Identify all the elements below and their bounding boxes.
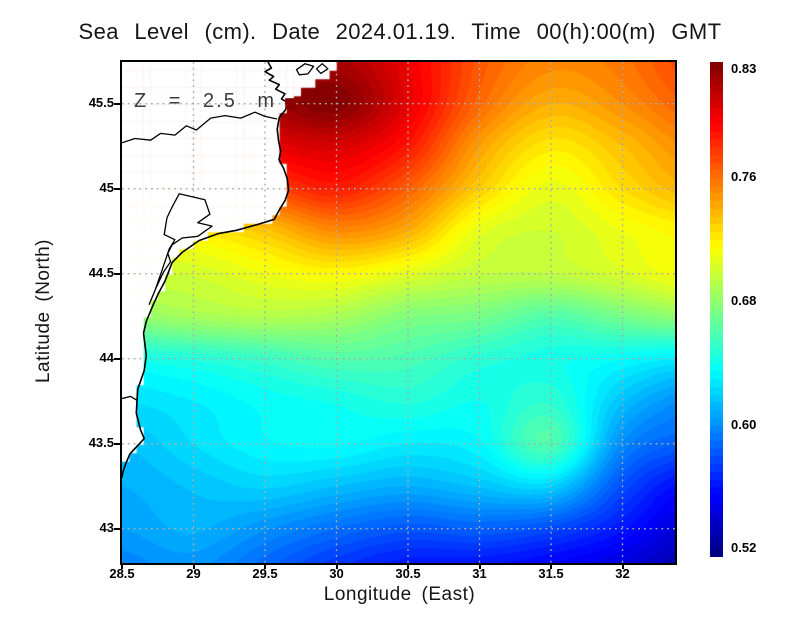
x-tick-label: 32 [615, 566, 630, 581]
colorbar [710, 62, 723, 557]
sea-level-heatmap-canvas [122, 62, 675, 563]
x-tick-mark [407, 565, 409, 569]
y-tick-label: 45.5 [88, 94, 114, 110]
colorbar-tick-label: 0.52 [731, 540, 757, 556]
x-tick-mark [478, 565, 481, 569]
x-tick-label: 29 [186, 566, 201, 581]
inland-water-line [122, 111, 278, 144]
y-tick-label: 43.5 [88, 434, 114, 450]
depth-annotation: Z = 2.5 m [134, 90, 277, 112]
x-tick-mark [335, 565, 338, 569]
y-axis-label: Latitude (North) [33, 238, 54, 384]
y-tick-label: 44 [99, 349, 114, 365]
x-tick-mark [550, 565, 552, 569]
figure-title: Sea Level (cm). Date 2024.01.19. Time 00… [78, 19, 722, 44]
map-overlay-svg [122, 62, 675, 563]
x-tick-label: 28.5 [109, 566, 135, 581]
x-tick-label: 31 [472, 566, 487, 581]
y-tick-mark [114, 272, 120, 275]
colorbar-tick-label: 0.76 [731, 169, 757, 185]
y-tick-label: 44.5 [88, 264, 114, 280]
lagoon-outline [315, 63, 329, 75]
map-plot-area: Z = 2.5 m [120, 60, 677, 565]
x-axis-label: Longitude (East) [323, 584, 476, 605]
x-tick-label: 30 [329, 566, 344, 581]
y-tick-label: 43 [99, 519, 114, 535]
lagoon-outline [295, 63, 315, 76]
x-tick-label: 29.5 [252, 566, 278, 581]
x-tick-label: 31.5 [538, 566, 564, 581]
x-tick-mark [264, 565, 266, 569]
station-marker [285, 98, 297, 110]
y-tick-mark [114, 102, 120, 105]
colorbar-tick-label: 0.60 [731, 416, 757, 432]
colorbar-tick-label: 0.83 [731, 60, 757, 76]
x-tick-mark [192, 565, 195, 569]
inland-water-line [122, 395, 138, 401]
colorbar-tick-label: 0.68 [731, 292, 757, 308]
y-tick-mark [114, 442, 120, 445]
y-tick-mark [114, 357, 120, 360]
x-tick-mark [121, 565, 123, 569]
lagoon-outline [148, 193, 213, 305]
x-tick-mark [621, 565, 624, 569]
y-tick-mark [114, 527, 120, 530]
coastline-path [122, 62, 290, 478]
y-tick-label: 45 [99, 179, 114, 195]
x-tick-label: 30.5 [395, 566, 421, 581]
y-tick-mark [114, 187, 120, 190]
